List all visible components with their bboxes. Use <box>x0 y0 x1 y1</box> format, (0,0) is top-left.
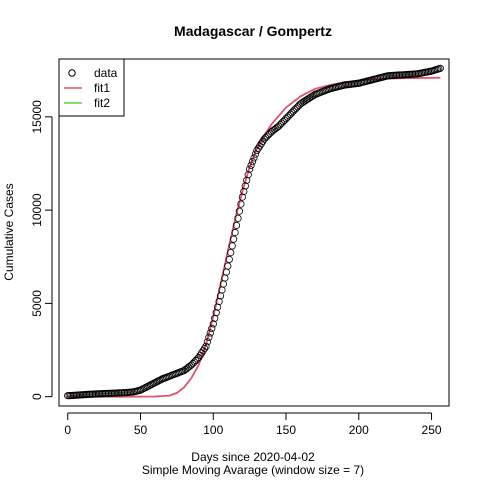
plot-frame <box>58 58 450 407</box>
data-point <box>208 324 216 332</box>
data-point <box>227 249 235 257</box>
data-point <box>215 297 223 306</box>
data-point <box>234 214 242 222</box>
y-axis: 0 5000 10000 15000 <box>30 100 53 400</box>
x-axis-sublabel: Simple Moving Avarage (window size = 7) <box>142 463 364 477</box>
data-point <box>212 309 220 317</box>
legend-data-symbol <box>68 69 76 77</box>
fit1-line <box>67 76 441 398</box>
data-point <box>209 320 217 328</box>
data-point <box>243 176 251 184</box>
data-point <box>237 200 245 208</box>
data-point <box>235 207 243 215</box>
data-points-layer <box>64 64 444 400</box>
y-axis-label: Cumulative Cases <box>2 183 16 280</box>
data-point <box>206 329 214 337</box>
y-tick-label: 15000 <box>30 100 44 134</box>
x-axis: 0 50 100 150 200 250 <box>64 412 442 437</box>
data-point <box>202 342 210 350</box>
data-point <box>224 262 232 270</box>
x-tick-label: 100 <box>203 423 223 437</box>
data-point <box>241 182 249 190</box>
x-tick-label: 150 <box>276 423 296 437</box>
data-point <box>200 344 209 353</box>
data-point <box>246 165 254 173</box>
data-point <box>247 161 255 169</box>
data-point <box>203 338 211 346</box>
legend-fit2-label: fit2 <box>94 96 110 110</box>
legend-data-label: data <box>94 66 118 80</box>
data-point <box>248 158 257 166</box>
x-tick-label: 50 <box>134 423 148 437</box>
data-point <box>205 333 213 341</box>
data-point <box>225 255 233 263</box>
data-point <box>232 221 241 229</box>
x-tick-label: 0 <box>64 423 71 437</box>
x-axis-label: Days since 2020-04-02 <box>191 450 315 464</box>
data-point <box>250 154 258 162</box>
x-tick-label: 250 <box>422 423 442 437</box>
data-point <box>231 228 239 237</box>
y-tick-label: 5000 <box>30 290 44 317</box>
y-tick-label: 0 <box>30 393 44 400</box>
legend-fit1-label: fit1 <box>94 81 110 95</box>
data-point <box>211 314 219 322</box>
data-point <box>230 235 238 243</box>
data-point <box>251 150 260 158</box>
x-tick-label: 200 <box>349 423 369 437</box>
data-point <box>244 171 252 179</box>
data-point <box>436 64 444 72</box>
chart-title: Madagascar / Gompertz <box>174 23 332 39</box>
fit1-layer <box>67 76 441 398</box>
legend: data fit1 fit2 <box>58 58 125 117</box>
data-point <box>240 187 248 196</box>
data-point <box>214 303 222 311</box>
data-point <box>238 193 246 201</box>
data-point <box>228 242 236 250</box>
y-tick-label: 10000 <box>30 193 44 227</box>
